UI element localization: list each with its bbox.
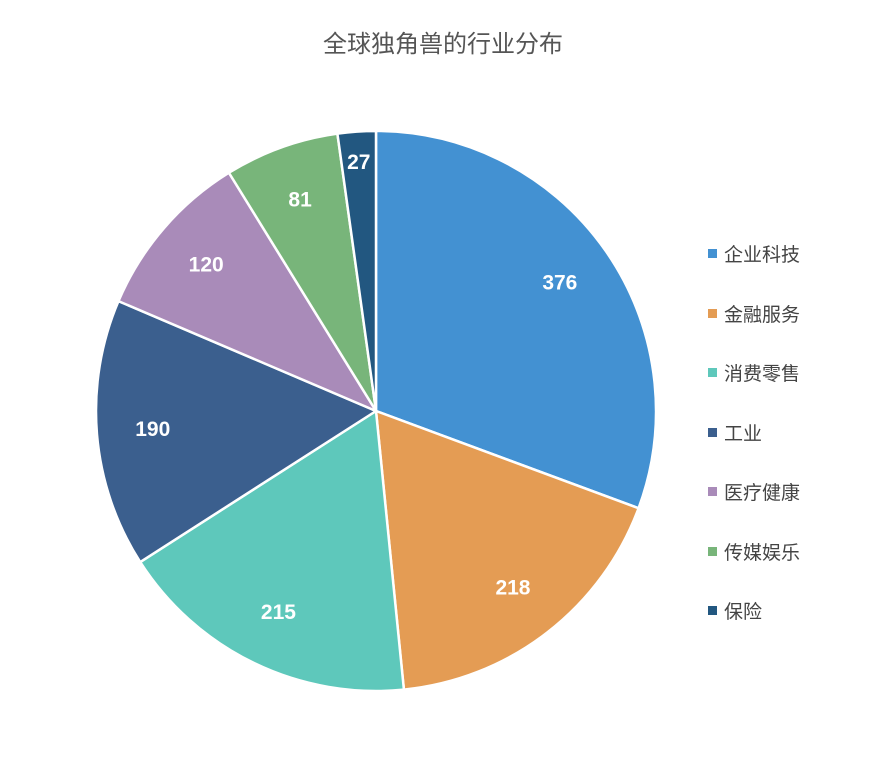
legend-item: 消费零售	[708, 343, 800, 403]
legend-label: 企业科技	[724, 244, 801, 267]
legend: 企业科技金融服务消费零售工业医疗健康传媒娱乐保险	[708, 224, 800, 641]
legend-item: 医疗健康	[708, 462, 800, 522]
legend-swatch	[708, 308, 717, 318]
pie-slice-1	[374, 129, 658, 510]
data-label-4: 190	[135, 418, 170, 441]
legend-item: 金融服务	[708, 284, 800, 344]
legend-swatch	[708, 606, 717, 616]
legend-item: 保险	[708, 581, 800, 641]
data-label-3: 215	[261, 601, 296, 624]
legend-label: 工业	[724, 422, 763, 445]
pie-slice-3	[138, 409, 406, 693]
pie-slice-5	[117, 171, 378, 413]
pie-slice-6	[227, 132, 378, 413]
legend-label: 医疗健康	[724, 482, 801, 505]
chart-title: 全球独角兽的行业分布	[323, 30, 563, 58]
pie-slice-4	[94, 299, 378, 564]
data-label-2: 218	[495, 577, 530, 600]
legend-item: 工业	[708, 403, 800, 463]
legend-label: 消费零售	[724, 363, 801, 386]
legend-swatch	[708, 368, 717, 378]
pie-slice-2	[374, 409, 640, 691]
data-label-7: 27	[347, 151, 370, 174]
legend-swatch	[708, 487, 717, 497]
legend-label: 金融服务	[724, 303, 801, 326]
legend-item: 传媒娱乐	[708, 522, 800, 582]
data-label-6: 81	[288, 189, 312, 212]
legend-swatch	[708, 249, 717, 259]
pie-slices	[94, 129, 658, 693]
data-label-1: 376	[542, 272, 577, 295]
pie-data-labels: 376 218 215 190 120 81 27	[135, 151, 577, 624]
legend-label: 保险	[724, 601, 763, 624]
pie-slice-7	[336, 129, 378, 413]
legend-swatch	[708, 546, 717, 556]
legend-item: 企业科技	[708, 224, 800, 284]
data-label-5: 120	[189, 253, 224, 276]
legend-label: 传媒娱乐	[724, 541, 801, 564]
legend-swatch	[708, 427, 717, 437]
